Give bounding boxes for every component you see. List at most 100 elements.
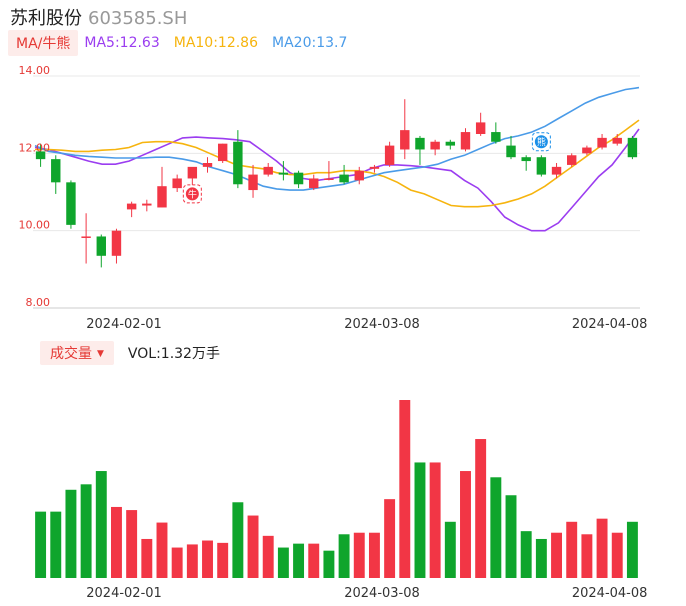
candle-body	[384, 145, 395, 165]
candle-body	[369, 166, 380, 169]
candle-body	[400, 130, 410, 150]
price-axis-labels: 14.00 12.00 10.00 8.00	[19, 64, 51, 309]
candle	[354, 166, 364, 185]
bear-marker-icon[interactable]: 熊	[531, 132, 551, 152]
candle	[309, 174, 319, 191]
candle	[51, 155, 61, 194]
volume-bar	[35, 511, 47, 578]
candle	[96, 234, 106, 268]
candle	[415, 135, 425, 165]
candle-body	[96, 236, 106, 256]
candle	[81, 213, 91, 264]
candle-body	[551, 166, 562, 175]
volume-bar	[338, 534, 350, 578]
candle-body	[324, 178, 334, 180]
candle-body	[142, 203, 152, 206]
volume-bar	[65, 489, 77, 578]
candle	[263, 163, 273, 177]
candle-body	[536, 157, 547, 175]
caret-down-icon: ▼	[97, 349, 104, 359]
candle-body	[126, 203, 137, 210]
marker-glyph: 熊	[537, 136, 546, 148]
volume-bar	[566, 521, 578, 578]
candle-body	[506, 145, 516, 158]
volume-bar	[50, 511, 62, 578]
volume-bar	[277, 547, 289, 578]
volume-bar	[95, 471, 107, 578]
price-axis-label: 10.00	[19, 219, 51, 232]
candle-body	[157, 186, 167, 208]
price-date-labels: 2024-02-01 2024-03-08 2024-04-08	[86, 317, 647, 332]
candle	[536, 155, 547, 177]
candle-body	[460, 132, 471, 150]
volume-bar	[520, 531, 532, 578]
stock-name: 苏利股份	[10, 8, 82, 29]
volume-bar	[460, 471, 471, 578]
candle-body	[263, 166, 273, 175]
ma-legend: MA/牛熊 MA5:12.63 MA10:12.86 MA20:13.7	[8, 30, 361, 56]
volume-bar	[126, 510, 138, 578]
date-axis-label: 2024-03-08	[344, 586, 420, 601]
candle-body	[187, 166, 198, 179]
candle	[445, 139, 456, 150]
candle	[430, 139, 440, 156]
volume-bar	[217, 542, 229, 578]
volume-bar	[262, 535, 274, 578]
price-grid	[33, 75, 640, 309]
volume-bar	[368, 532, 380, 578]
candle	[142, 199, 152, 212]
candle	[157, 166, 167, 208]
date-axis-label: 2024-04-08	[572, 586, 648, 601]
marker-glyph: 牛	[188, 188, 197, 200]
ma-indicator-button[interactable]: MA/牛熊	[8, 30, 79, 56]
candle	[627, 135, 638, 160]
candle-body	[51, 159, 61, 183]
volume-bar	[505, 495, 517, 578]
candle	[217, 143, 228, 163]
volume-bar	[475, 439, 487, 578]
candle-body	[475, 122, 486, 134]
candle-body	[217, 143, 228, 162]
price-axis-label: 8.00	[26, 296, 51, 309]
candle-body	[111, 230, 122, 256]
marker-badge	[185, 187, 199, 201]
volume-indicator-dropdown[interactable]: 成交量 ▼	[40, 341, 114, 365]
candle-body	[339, 174, 349, 183]
volume-bar	[551, 532, 563, 578]
candle	[369, 164, 380, 173]
candle	[597, 134, 607, 150]
date-axis-label: 2024-03-08	[344, 317, 420, 332]
candle	[35, 143, 46, 167]
volume-bar	[80, 484, 92, 578]
volume-legend: 成交量 ▼ VOL:1.32万手	[40, 341, 220, 365]
candle	[551, 163, 562, 179]
candle	[126, 201, 137, 218]
volume-bar	[308, 543, 320, 578]
volume-bar	[490, 477, 502, 578]
volume-bar	[141, 538, 153, 578]
date-axis-label: 2024-04-08	[572, 317, 648, 332]
volume-bar	[399, 400, 411, 578]
candle	[400, 99, 410, 160]
volume-bar	[444, 521, 456, 578]
candlesticks	[35, 99, 638, 268]
candle-body	[35, 151, 46, 160]
volume-bar	[232, 502, 244, 578]
candle	[567, 153, 577, 167]
volume-bar	[414, 462, 426, 578]
candle-body	[445, 141, 456, 146]
volume-bar	[323, 550, 335, 578]
candle-body	[612, 137, 622, 144]
candle-body	[248, 174, 258, 191]
stock-title: 苏利股份 603585.SH	[10, 4, 187, 30]
bull-marker-icon[interactable]: 牛	[182, 184, 202, 204]
candle-body	[172, 178, 182, 189]
bull-bear-markers: 牛熊	[182, 132, 551, 204]
date-axis-label: 2024-02-01	[86, 317, 162, 332]
volume-bar	[581, 534, 593, 578]
candle-body	[309, 178, 319, 189]
volume-bar	[429, 462, 441, 578]
candle-body	[582, 147, 592, 154]
volume-bar	[353, 532, 365, 578]
